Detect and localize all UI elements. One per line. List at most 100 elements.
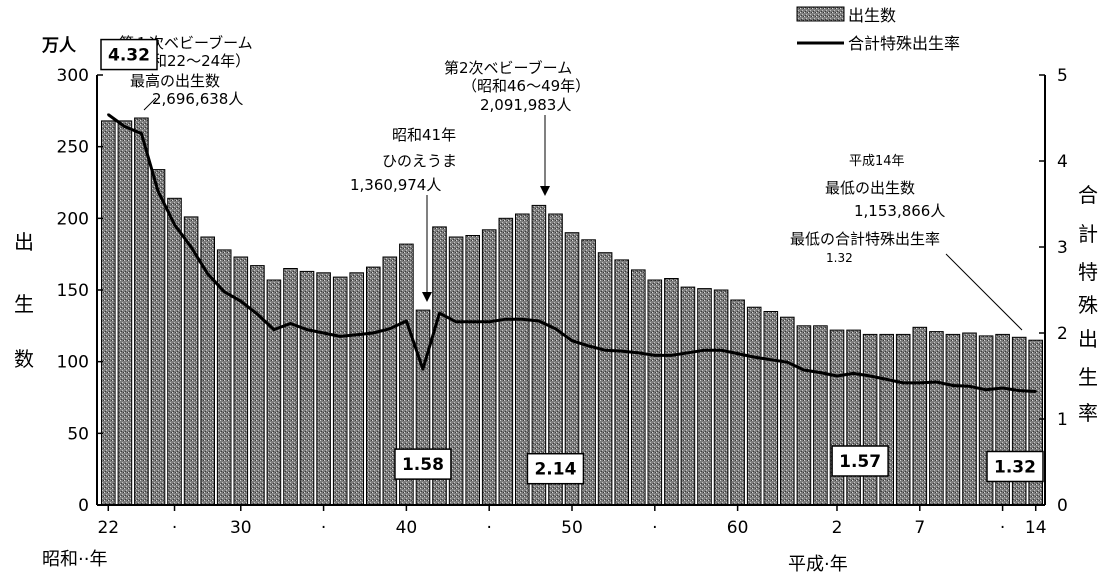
fertility-point-24 bbox=[488, 320, 491, 323]
fertility-point-12 bbox=[289, 322, 292, 325]
annotation-first-boom-arrow bbox=[143, 97, 157, 111]
fertility-point-4 bbox=[156, 189, 160, 193]
x-ticks: 22 · 30 · 40 · 50 · 60 2 7 · 14 bbox=[97, 505, 1047, 538]
bar-2 bbox=[117, 120, 133, 506]
fertility-point-20 bbox=[421, 367, 425, 371]
fertility-point-15 bbox=[338, 335, 342, 338]
bar-6 bbox=[183, 216, 199, 506]
bar-53 bbox=[962, 332, 977, 506]
fertility-point-34 bbox=[653, 354, 656, 357]
bar-31 bbox=[597, 252, 613, 506]
fertility-point-54 bbox=[984, 388, 988, 391]
fertility-point-49 bbox=[902, 381, 905, 385]
bar-39 bbox=[730, 299, 745, 506]
fertility-line-series bbox=[107, 113, 1037, 393]
annotation-heisei14-line-1: 平成14年 bbox=[849, 154, 905, 169]
legend-label-births: 出生数 bbox=[848, 6, 896, 25]
bar-46 bbox=[846, 329, 861, 506]
annotation-heisei14-arrow bbox=[945, 253, 1023, 331]
fertility-point-50 bbox=[918, 381, 921, 385]
x-tick-label-6: 50 bbox=[561, 518, 583, 538]
fertility-point-5 bbox=[173, 223, 176, 226]
fertility-point-40 bbox=[753, 355, 756, 359]
left-y-ticks: 0 50 100 150 200 250 300 bbox=[57, 66, 103, 516]
fertility-point-16 bbox=[355, 333, 358, 336]
value-box-3 bbox=[526, 452, 585, 485]
bar-5 bbox=[167, 197, 182, 506]
fertility-point-47 bbox=[868, 374, 872, 378]
annotation-hinoeuma-line-3: 1,360,974人 bbox=[350, 176, 441, 194]
fertility-point-6 bbox=[189, 245, 193, 249]
fertility-point-38 bbox=[719, 349, 723, 352]
x-tick-label-12: 14 bbox=[1025, 518, 1047, 538]
fertility-point-35 bbox=[670, 354, 673, 357]
fertility-point-29 bbox=[570, 339, 574, 342]
bar-41 bbox=[763, 311, 779, 506]
bar-3 bbox=[134, 117, 149, 506]
value-box-4 bbox=[831, 445, 889, 477]
fertility-point-42 bbox=[786, 361, 789, 364]
bar-40 bbox=[746, 306, 762, 506]
left-tick-label-0: 0 bbox=[78, 496, 89, 516]
fertility-point-14 bbox=[322, 331, 325, 335]
fertility-point-23 bbox=[471, 320, 474, 323]
fertility-point-10 bbox=[256, 312, 259, 316]
value-box-label-3: 2.14 bbox=[534, 460, 576, 480]
annotation-second-boom-line-1: 第2次ベビーブーム bbox=[444, 59, 572, 77]
bar-37 bbox=[697, 288, 712, 506]
bar-10 bbox=[250, 265, 265, 506]
fertility-point-9 bbox=[239, 300, 242, 303]
value-box-label-1: 4.32 bbox=[108, 46, 150, 66]
y-right-label-char-5: 出 bbox=[1078, 327, 1098, 351]
fertility-point-1 bbox=[107, 113, 110, 116]
bar-36 bbox=[680, 286, 696, 506]
fertility-point-13 bbox=[305, 328, 309, 331]
value-box-5 bbox=[986, 450, 1044, 483]
annotation-heisei14: 平成14年 最低の出生数 1,153,866人 最低の合計特殊出生率 1.32 bbox=[790, 154, 1023, 331]
bar-15 bbox=[332, 276, 348, 506]
fertility-point-39 bbox=[736, 352, 739, 355]
left-tick-label-3: 150 bbox=[57, 281, 89, 301]
left-tick-label-5: 250 bbox=[57, 138, 89, 158]
right-tick-label-4: 4 bbox=[1057, 152, 1068, 172]
x-tick-label-8: 60 bbox=[727, 518, 749, 538]
bar-45 bbox=[829, 329, 845, 506]
bar-13 bbox=[299, 270, 315, 506]
legend-label-fertility: 合計特殊出生率 bbox=[848, 34, 960, 53]
bar-49 bbox=[895, 333, 911, 506]
right-tick-label-1: 1 bbox=[1057, 410, 1068, 430]
annotation-first-boom-line-4: 2,696,638人 bbox=[152, 90, 243, 108]
fertility-point-31 bbox=[603, 349, 607, 352]
annotation-second-boom-line-2: （昭和46～49年） bbox=[462, 77, 590, 95]
x-tick-label-4: 40 bbox=[396, 518, 418, 538]
fertility-point-18 bbox=[388, 327, 391, 330]
fertility-point-37 bbox=[703, 349, 706, 352]
right-tick-label-3: 3 bbox=[1057, 238, 1068, 258]
y-right-label-char-4: 殊 bbox=[1078, 293, 1098, 317]
x-label-showa: 昭和··年 bbox=[42, 549, 107, 570]
bar-50 bbox=[912, 326, 928, 506]
value-box-label-4: 1.57 bbox=[839, 452, 881, 472]
bar-33 bbox=[631, 269, 646, 506]
bar-4 bbox=[150, 169, 166, 506]
bar-44 bbox=[813, 325, 828, 506]
fertility-point-28 bbox=[554, 327, 557, 330]
bar-51 bbox=[929, 331, 944, 506]
fertility-point-53 bbox=[968, 385, 971, 388]
annotation-hinoeuma-arrowhead bbox=[422, 292, 432, 302]
y-left-label-char-1: 出 bbox=[14, 230, 34, 254]
fertility-point-19 bbox=[405, 319, 408, 323]
bar-9 bbox=[233, 256, 249, 506]
y-right-label-char-1: 合 bbox=[1078, 183, 1098, 207]
fertility-point-55 bbox=[1001, 386, 1004, 390]
fertility-point-57 bbox=[1034, 390, 1037, 393]
left-tick-label-1: 50 bbox=[67, 424, 89, 444]
fertility-point-46 bbox=[852, 372, 855, 375]
y-right-label-char-3: 特 bbox=[1078, 260, 1098, 284]
annotation-hinoeuma-line-2: ひのえうま bbox=[382, 152, 457, 170]
annotation-second-boom: 第2次ベビーブーム （昭和46～49年） 2,091,983人 bbox=[444, 59, 590, 196]
annotation-second-boom-arrowhead bbox=[540, 186, 550, 196]
fertility-point-11 bbox=[272, 328, 276, 331]
y-left-label-char-3: 数 bbox=[14, 347, 34, 371]
fertility-point-8 bbox=[223, 290, 226, 293]
